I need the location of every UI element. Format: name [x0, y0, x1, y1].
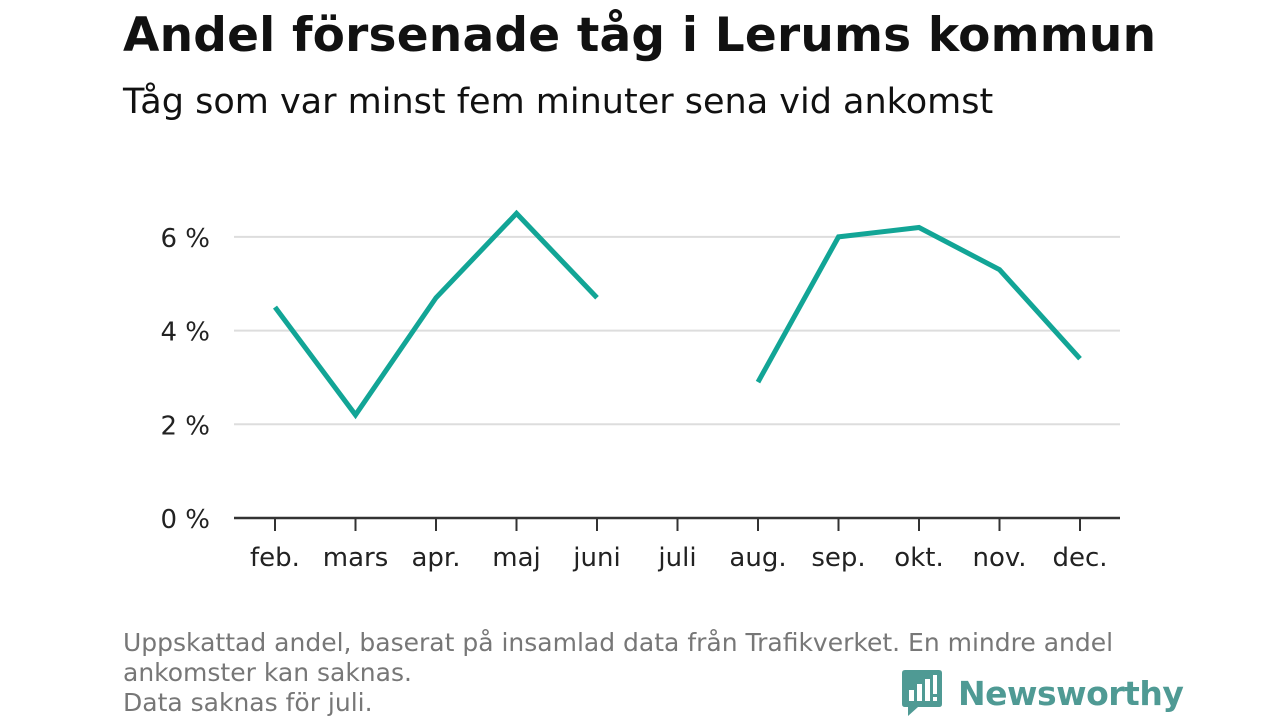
y-tick-label: 2 %: [160, 411, 210, 441]
y-tick-label: 4 %: [160, 318, 210, 348]
footnote-line: Data saknas för juli.: [123, 688, 373, 717]
x-tick-label: apr.: [411, 543, 460, 573]
y-tick-label: 0 %: [160, 505, 210, 535]
x-tick-label: nov.: [972, 543, 1026, 573]
footnote-line: ankomster kan saknas.: [123, 658, 412, 687]
footnote-line: Uppskattad andel, baserat på insamlad da…: [123, 628, 1114, 657]
brand-name: Newsworthy: [958, 673, 1184, 713]
chart-footnote: Uppskattad andel, baserat på insamlad da…: [123, 628, 1163, 718]
series-line: [755, 224, 1082, 384]
x-tick-label: mars: [323, 543, 389, 573]
x-tick-label: maj: [492, 543, 540, 573]
series-line: [272, 209, 599, 420]
x-tick-label: dec.: [1052, 543, 1107, 573]
line-chart: 0 % 2 % 4 % 6 % feb. mars apr. maj juni juli aug. s…: [160, 209, 1120, 573]
newsworthy-logo: Newsworthy: [902, 670, 1184, 716]
y-tick-label: 6 %: [160, 224, 210, 254]
x-tick-label: juli: [657, 543, 696, 573]
chart-subtitle: Tåg som var minst fem minuter sena vid a…: [123, 82, 994, 122]
x-tick-label: okt.: [894, 543, 943, 573]
x-tick-label: juni: [572, 543, 620, 573]
x-tick-label: sep.: [811, 543, 865, 573]
bar-chart-icon: [902, 670, 942, 716]
x-tick-label: aug.: [729, 543, 786, 573]
x-tick-label: feb.: [250, 543, 300, 573]
chart-title: Andel försenade tåg i Lerums kommun: [123, 8, 1157, 63]
